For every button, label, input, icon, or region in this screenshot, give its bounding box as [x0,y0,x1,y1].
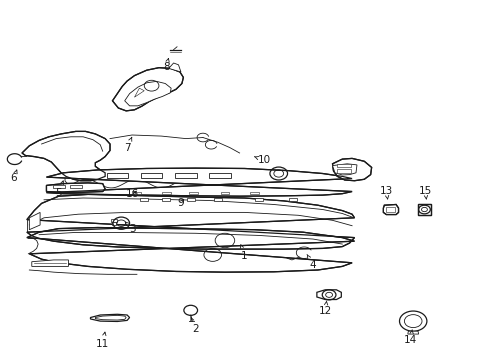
Polygon shape [70,185,81,188]
Polygon shape [112,68,183,111]
Polygon shape [213,198,221,201]
Polygon shape [90,314,129,321]
Polygon shape [162,192,170,194]
Polygon shape [289,198,297,201]
Polygon shape [132,192,141,194]
Polygon shape [46,168,351,196]
Text: 8: 8 [163,58,169,72]
Polygon shape [27,228,354,272]
Polygon shape [249,192,258,194]
Polygon shape [168,63,181,72]
Polygon shape [383,204,398,215]
Text: 7: 7 [123,137,132,153]
Polygon shape [134,88,144,97]
Polygon shape [407,331,418,334]
Polygon shape [111,219,117,222]
Text: 6: 6 [10,170,17,183]
Polygon shape [53,185,64,188]
Text: 15: 15 [418,186,431,199]
Text: 4: 4 [306,255,316,270]
Polygon shape [337,164,350,167]
Text: 14: 14 [403,330,417,345]
Polygon shape [386,207,394,212]
Polygon shape [175,173,196,178]
Polygon shape [209,173,230,178]
Polygon shape [140,198,148,201]
Polygon shape [141,173,162,178]
Polygon shape [188,192,197,194]
Polygon shape [186,198,194,201]
Text: 16: 16 [125,189,139,199]
Polygon shape [162,198,170,201]
Text: 1: 1 [240,245,247,261]
Polygon shape [32,260,68,266]
Text: 9: 9 [177,198,184,208]
Polygon shape [112,222,116,225]
Polygon shape [124,81,171,106]
Polygon shape [22,131,110,181]
Polygon shape [316,290,341,300]
Text: 2: 2 [190,318,199,334]
Text: 3: 3 [125,222,135,234]
Polygon shape [332,158,371,181]
Text: 12: 12 [318,301,331,316]
Polygon shape [220,192,229,194]
Text: 10: 10 [254,155,270,165]
Polygon shape [46,183,105,192]
Polygon shape [29,212,40,230]
Polygon shape [255,198,263,201]
Polygon shape [337,169,350,173]
Text: 5: 5 [55,181,63,198]
Text: 13: 13 [379,186,392,199]
Polygon shape [106,173,128,178]
Polygon shape [27,194,354,249]
Text: 11: 11 [96,332,109,349]
Polygon shape [417,204,430,215]
Polygon shape [332,164,356,175]
